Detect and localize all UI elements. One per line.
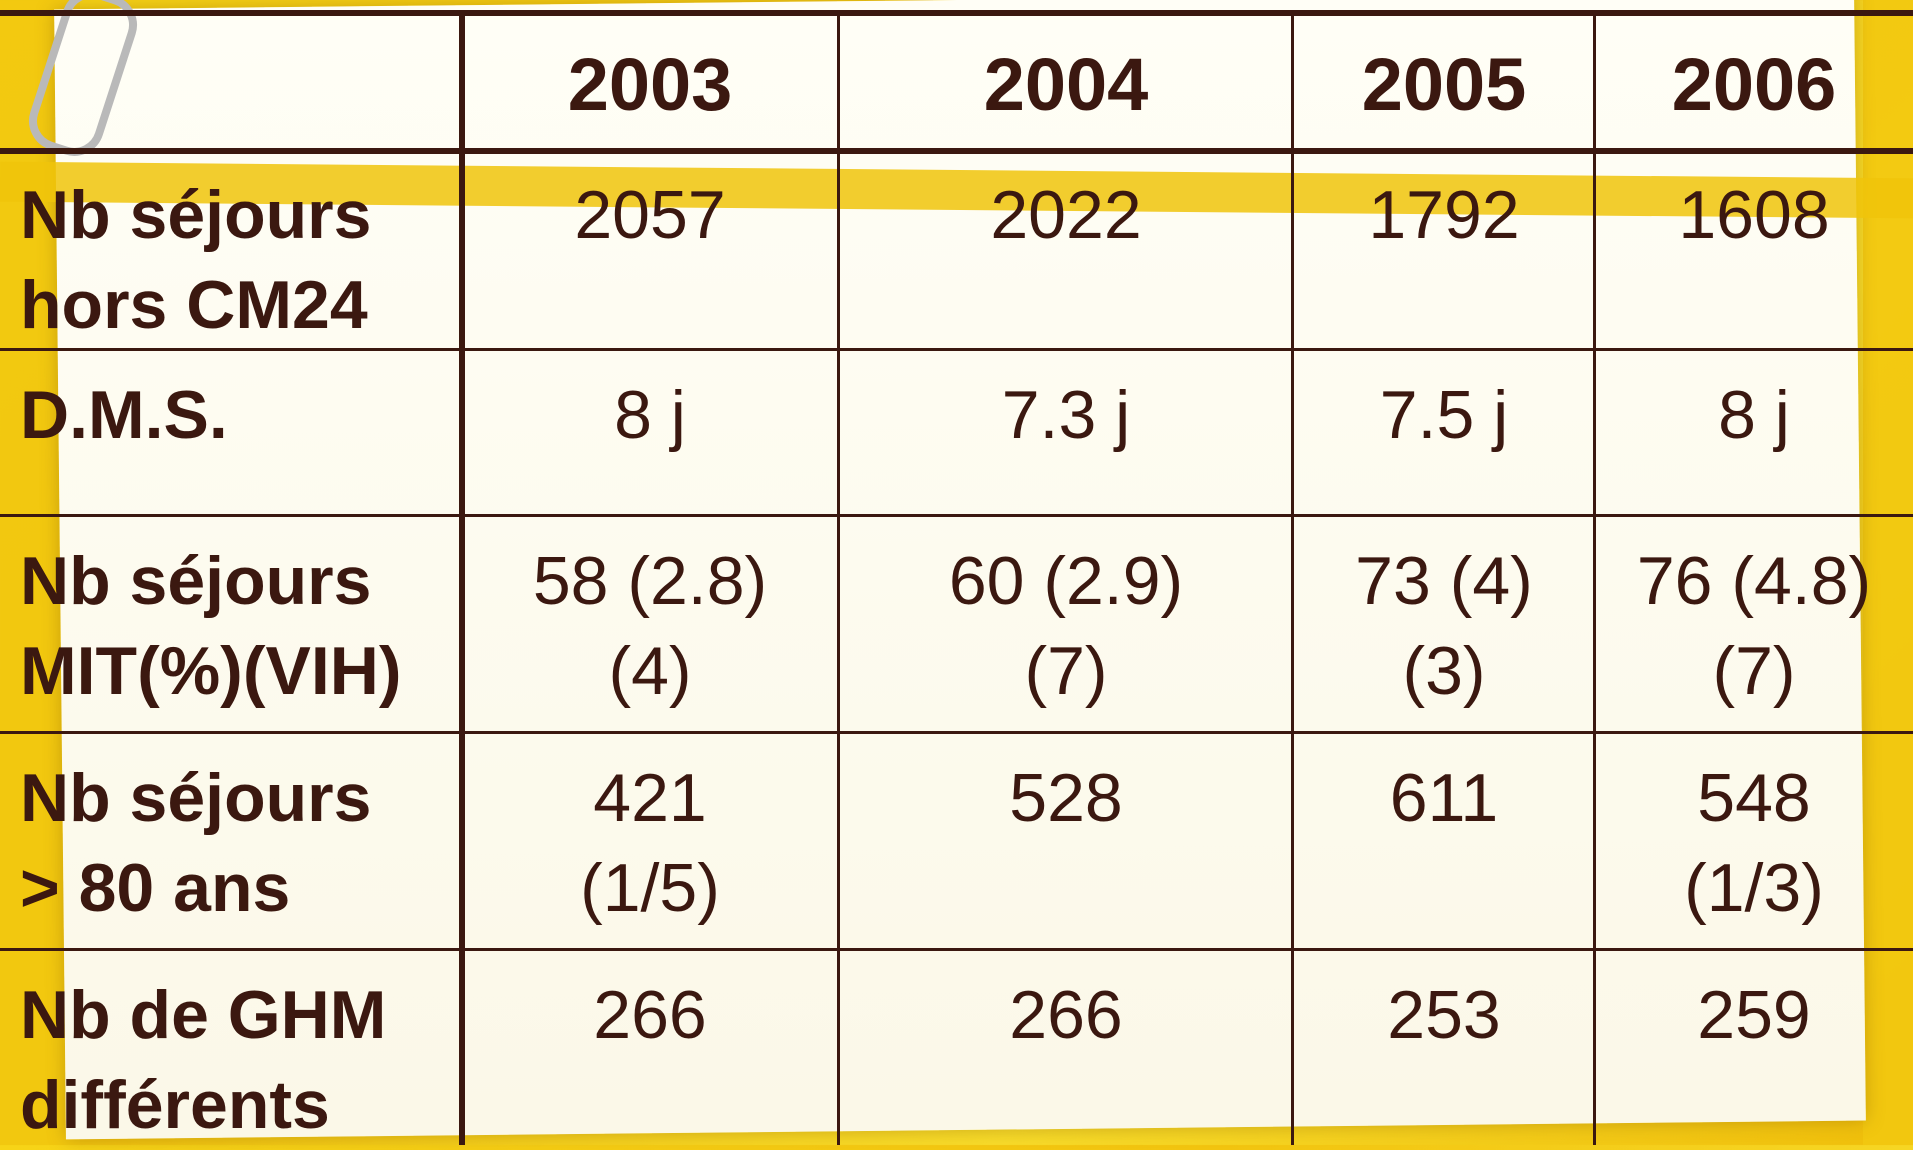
table-cell: 60 (2.9)(7) <box>839 516 1293 733</box>
cell-line: 73 (4) <box>1293 536 1595 626</box>
table-cell: 259 <box>1595 950 1913 1145</box>
cell-line: D.M.S. <box>20 370 461 460</box>
table-cell: 73 (4)(3) <box>1293 516 1595 733</box>
column-header: 2003 <box>461 12 839 150</box>
cell-line: 7.3 j <box>839 370 1293 460</box>
cell-line: Nb de GHM <box>20 970 461 1060</box>
cell-line: 266 <box>461 970 839 1060</box>
cell-line: Nb séjours <box>20 536 461 626</box>
cell-line: 1608 <box>1595 170 1913 260</box>
table-cell: 58 (2.8)(4) <box>461 516 839 733</box>
cell-line: 548 <box>1595 753 1913 843</box>
row-border <box>0 514 1913 517</box>
cell-line: 58 (2.8) <box>461 536 839 626</box>
cell-line: 7.5 j <box>1293 370 1595 460</box>
table-cell: 611 <box>1293 733 1595 950</box>
table-cell: 1608 <box>1595 150 1913 350</box>
cell-line: 266 <box>839 970 1293 1060</box>
cell-line: 421 <box>461 753 839 843</box>
cell-line: Nb séjours <box>20 753 461 843</box>
cell-line: 2057 <box>461 170 839 260</box>
cell-line: 8 j <box>1595 370 1913 460</box>
table-cell: 8 j <box>1595 350 1913 516</box>
cell-line: (3) <box>1293 626 1595 716</box>
table-cell: 76 (4.8)(7) <box>1595 516 1913 733</box>
cell-line: (1/5) <box>461 843 839 933</box>
cell-line: 1792 <box>1293 170 1595 260</box>
row-label: Nb séjours> 80 ans <box>0 733 461 950</box>
cell-line: 528 <box>839 753 1293 843</box>
cell-line: Nb séjours <box>20 170 461 260</box>
cell-line: (4) <box>461 626 839 716</box>
column-border <box>1291 12 1294 1145</box>
table-cell: 1792 <box>1293 150 1595 350</box>
table-cell: 2057 <box>461 150 839 350</box>
table-cell: 2022 <box>839 150 1293 350</box>
column-border <box>1593 12 1596 1145</box>
row-border <box>0 731 1913 734</box>
row-border <box>0 148 1913 154</box>
cell-line: 259 <box>1595 970 1913 1060</box>
column-header: 2005 <box>1293 12 1595 150</box>
table-cell: 7.3 j <box>839 350 1293 516</box>
cell-line: (7) <box>839 626 1293 716</box>
table-cell: 548(1/3) <box>1595 733 1913 950</box>
cell-line: MIT(%)(VIH) <box>20 626 461 716</box>
row-border <box>0 948 1913 951</box>
cell-line: (1/3) <box>1595 843 1913 933</box>
table-cell: 253 <box>1293 950 1595 1145</box>
cell-line: 8 j <box>461 370 839 460</box>
cell-line: 253 <box>1293 970 1595 1060</box>
cell-line: 76 (4.8) <box>1595 536 1913 626</box>
table-cell: 421(1/5) <box>461 733 839 950</box>
cell-line: 2022 <box>839 170 1293 260</box>
table-cell: 266 <box>461 950 839 1145</box>
cell-line: différents <box>20 1060 461 1150</box>
table-cell: 528 <box>839 733 1293 950</box>
cell-line: 611 <box>1293 753 1595 843</box>
cell-line: 60 (2.9) <box>839 536 1293 626</box>
page: 2003200420052006Nb séjourshors CM2420572… <box>0 0 1913 1145</box>
column-border <box>459 12 465 1145</box>
row-border <box>0 348 1913 351</box>
table-cell: 8 j <box>461 350 839 516</box>
column-header: 2006 <box>1595 12 1913 150</box>
row-label: D.M.S. <box>0 350 461 516</box>
row-border <box>0 10 1913 16</box>
column-header: 2004 <box>839 12 1293 150</box>
table-cell: 7.5 j <box>1293 350 1595 516</box>
cell-line: (7) <box>1595 626 1913 716</box>
cell-line: hors CM24 <box>20 260 461 350</box>
cell-line: > 80 ans <box>20 843 461 933</box>
table-cell: 266 <box>839 950 1293 1145</box>
column-border <box>837 12 840 1145</box>
